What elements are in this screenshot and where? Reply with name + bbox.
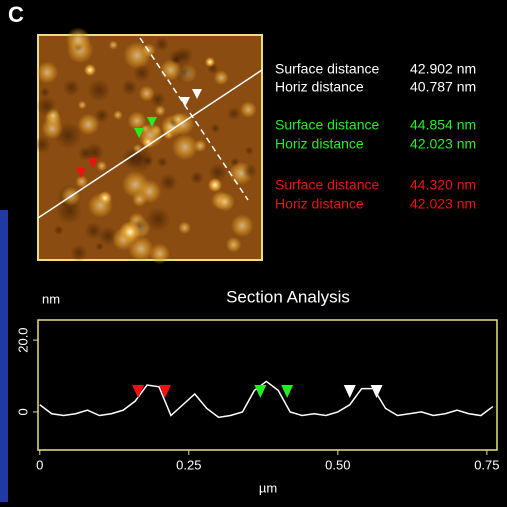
texture	[242, 163, 258, 179]
y-tick-label: 0	[15, 408, 30, 415]
texture	[215, 192, 235, 212]
texture	[239, 101, 257, 118]
chart-title: Section Analysis	[226, 287, 350, 306]
texture	[159, 59, 182, 81]
texture	[133, 64, 151, 82]
texture	[127, 111, 147, 131]
texture	[121, 170, 150, 199]
texture	[127, 146, 154, 173]
particle	[84, 64, 96, 76]
texture	[121, 79, 138, 96]
cursor-marker	[281, 385, 294, 398]
texture	[108, 40, 119, 50]
y-tick-label: 20.0	[15, 327, 30, 352]
measurement-label: Surface distance	[275, 177, 379, 193]
texture	[227, 107, 241, 121]
particle	[142, 136, 154, 148]
texture	[62, 79, 80, 97]
measurement-value: 44.854 nm	[410, 117, 476, 133]
texture	[154, 105, 166, 117]
texture	[154, 36, 170, 52]
cursor-marker	[158, 385, 171, 398]
panel-label: C	[8, 2, 24, 27]
particle	[205, 57, 215, 67]
texture	[178, 221, 191, 234]
profile-line	[39, 380, 494, 419]
measurement-label: Horiz distance	[275, 136, 364, 152]
measurement-value: 42.023 nm	[410, 136, 476, 152]
texture	[149, 243, 171, 265]
texture	[36, 61, 59, 84]
cursor-marker	[132, 385, 145, 398]
texture	[87, 78, 111, 102]
texture	[94, 108, 109, 123]
texture	[244, 146, 254, 155]
measurement-value: 44.320 nm	[410, 177, 476, 193]
texture	[230, 214, 254, 238]
texture	[138, 85, 155, 102]
texture	[36, 96, 57, 117]
texture	[145, 206, 171, 232]
texture	[95, 242, 104, 251]
texture	[77, 100, 87, 110]
texture	[156, 156, 168, 168]
texture	[77, 113, 100, 136]
measurement-value: 40.787 nm	[410, 79, 476, 95]
texture	[39, 87, 51, 98]
texture	[193, 139, 207, 153]
x-tick-label: 0.75	[474, 457, 499, 472]
measurement-label: Horiz distance	[275, 79, 364, 95]
afm-image	[33, 27, 263, 265]
side-bar	[0, 210, 8, 502]
measurement-label: Surface distance	[275, 61, 379, 77]
texture	[75, 175, 89, 189]
texture	[113, 110, 123, 120]
particle	[119, 221, 141, 243]
texture	[123, 41, 151, 70]
texture	[159, 173, 178, 192]
x-tick-label: 0	[36, 457, 43, 472]
measurement-value: 42.023 nm	[410, 196, 476, 212]
x-axis-label: µm	[259, 480, 277, 495]
measurement-label: Horiz distance	[275, 196, 364, 212]
texture	[65, 27, 91, 53]
plot-frame	[37, 319, 498, 451]
texture	[171, 112, 186, 127]
particle	[208, 178, 222, 192]
texture	[96, 160, 108, 172]
texture	[70, 244, 88, 262]
texture	[210, 123, 221, 134]
cursor-marker	[254, 385, 267, 398]
texture	[150, 92, 166, 107]
texture	[208, 162, 228, 182]
texture	[163, 129, 174, 140]
x-tick-label: 0.50	[325, 457, 350, 472]
texture	[53, 225, 64, 236]
texture	[190, 171, 204, 185]
texture	[84, 222, 103, 240]
measurement-label: Surface distance	[275, 117, 379, 133]
measurement-value: 42.902 nm	[410, 61, 476, 77]
particle	[98, 191, 112, 205]
y-axis-label: nm	[42, 291, 60, 306]
texture	[213, 70, 229, 86]
x-tick-label: 0.25	[176, 457, 201, 472]
cursor-marker	[370, 385, 383, 398]
texture	[84, 142, 105, 162]
cursor-marker	[343, 385, 356, 398]
texture	[171, 134, 199, 161]
texture	[225, 236, 242, 253]
texture	[33, 136, 51, 154]
